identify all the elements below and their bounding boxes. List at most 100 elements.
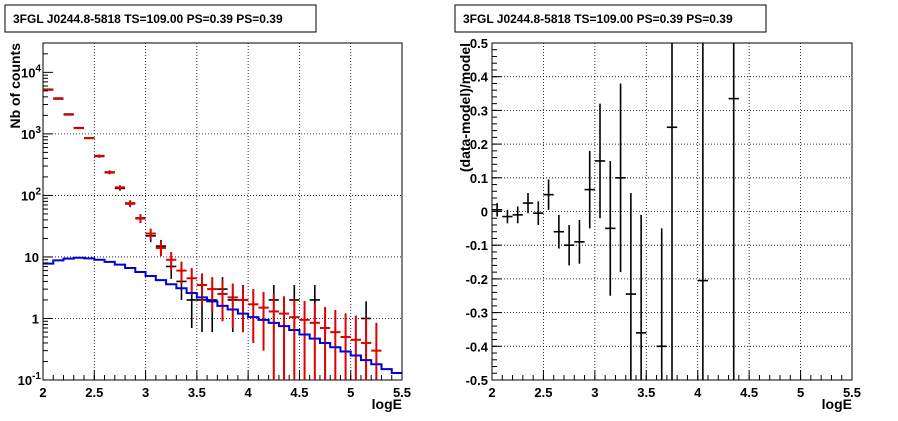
counts-y-tick-label: 103 — [21, 125, 41, 142]
model-total-point — [207, 277, 218, 312]
residual-point — [697, 43, 708, 380]
model-source-step-line — [43, 256, 402, 374]
counts-y-tick-label: 104 — [21, 63, 41, 80]
residual-point — [533, 201, 544, 225]
residuals-title: 3FGL J0244.8-5818 TS=109.00 PS=0.39 PS=0… — [463, 12, 733, 26]
counts-x-tick-label: 5 — [347, 385, 354, 400]
residuals-x-tick-label: 5 — [797, 385, 804, 400]
residuals-x-tick-label: 4 — [694, 385, 702, 400]
counts-title: 3FGL J0244.8-5818 TS=109.00 PS=0.39 PS=0… — [13, 12, 283, 26]
model-total-point — [135, 214, 146, 224]
residuals-y-tick-label: -0.2 — [466, 272, 488, 287]
residual-point — [502, 209, 513, 224]
counts-x-axis-label: logE — [372, 396, 402, 412]
counts-series — [43, 88, 402, 380]
counts-y-tick-label: 102 — [21, 186, 41, 203]
model-total-point — [84, 137, 95, 140]
residuals-y-tick-label: 0.4 — [470, 70, 489, 85]
model-total-point — [43, 88, 54, 91]
residuals-y-tick-label: -0.3 — [466, 306, 488, 321]
counts-x-tick-label: 3 — [142, 385, 149, 400]
model-total-point — [63, 113, 74, 116]
counts-grid — [43, 43, 402, 380]
model-total-point — [309, 303, 320, 380]
model-total-point — [227, 283, 238, 329]
model-total-point — [350, 315, 361, 380]
residuals-y-tick-label: -0.5 — [466, 373, 488, 388]
residual-point — [522, 192, 534, 214]
model-total-point — [176, 261, 187, 285]
counts-x-tick-label: 4.5 — [290, 385, 308, 400]
counts-title-box — [4, 4, 317, 33]
residuals-x-tick-label: 4.5 — [740, 385, 758, 400]
counts-panel: 3FGL J0244.8-5818 TS=109.00 PS=0.39 PS=0… — [4, 4, 411, 412]
model-total-point — [125, 200, 136, 207]
model-total-point — [186, 268, 197, 296]
residual-point — [615, 83, 626, 273]
residual-point — [553, 214, 564, 249]
residuals-y-tick-label: 0 — [481, 205, 488, 220]
residual-point — [605, 160, 616, 296]
residual-point — [492, 203, 503, 217]
residuals-y-axis-label: (data-model)/model — [457, 43, 473, 172]
model-total-point — [145, 228, 156, 240]
model-total-point — [268, 293, 279, 380]
residual-point — [728, 43, 739, 380]
model-total-point — [289, 299, 300, 380]
residuals-x-tick-label: 3 — [591, 385, 598, 400]
model-total-point — [217, 280, 228, 322]
residuals-y-tick-label: 0.2 — [470, 137, 488, 152]
residual-point — [512, 206, 523, 224]
model-total-point — [299, 301, 310, 380]
model-total-point — [155, 241, 167, 257]
counts-y-tick-label: 10 — [25, 250, 39, 265]
residual-point — [636, 214, 647, 380]
model-total-point — [196, 273, 208, 306]
model-total-point — [278, 296, 290, 380]
residuals-title-box — [454, 4, 767, 33]
model-total-point — [248, 289, 259, 343]
residuals-x-tick-label: 2 — [488, 385, 495, 400]
model-total-point — [360, 317, 372, 380]
residuals-panel: 3FGL J0244.8-5818 TS=109.00 PS=0.39 PS=0… — [454, 4, 861, 412]
residual-point — [584, 150, 595, 229]
model-total-point — [104, 170, 115, 175]
model-total-point — [166, 252, 177, 271]
residual-point — [666, 43, 678, 380]
residuals-x-ticks: 2 2.5 3 3.5 4 4.5 5 5.5 — [488, 370, 861, 400]
residual-point — [543, 179, 554, 210]
residuals-x-tick-label: 3.5 — [637, 385, 655, 400]
model-total-point — [73, 127, 85, 130]
model-total-point — [53, 97, 64, 100]
model-total-point — [258, 291, 269, 351]
counts-y-axis-label: Nb of counts — [7, 43, 23, 129]
residuals-x-tick-label: 5.5 — [843, 385, 861, 400]
counts-y-tick-label: 10-1 — [18, 371, 42, 388]
model-total-point — [237, 285, 249, 333]
model-total-point — [114, 185, 126, 190]
residuals-y-tick-label: 0.1 — [470, 171, 488, 186]
counts-x-tick-label: 2.5 — [85, 385, 103, 400]
residuals-y-tick-label: 0.5 — [470, 36, 488, 51]
model-total-point — [330, 310, 341, 380]
residuals-y-tick-label: -0.4 — [466, 339, 489, 354]
residuals-y-tick-label: 0.3 — [470, 103, 488, 118]
residuals-x-tick-label: 2.5 — [534, 385, 552, 400]
residuals-series — [492, 43, 739, 380]
residual-point — [625, 192, 636, 380]
residual-point — [574, 219, 585, 264]
counts-y-tick-label: 1 — [32, 311, 39, 326]
residuals-x-axis-label: logE — [822, 396, 852, 412]
residual-point — [594, 103, 606, 219]
model-total-point — [371, 322, 382, 380]
residual-point — [656, 228, 667, 380]
model-total-point — [94, 154, 105, 158]
counts-x-ticks: 2 2.5 3 3.5 4 4.5 5 5.5 — [39, 370, 411, 400]
counts-frame — [42, 42, 403, 381]
residual-point — [564, 224, 575, 266]
model-total-point — [340, 313, 351, 380]
counts-x-tick-label: 5.5 — [393, 385, 411, 400]
residuals-y-tick-label: -0.1 — [466, 238, 488, 253]
counts-x-tick-label: 4 — [245, 385, 253, 400]
